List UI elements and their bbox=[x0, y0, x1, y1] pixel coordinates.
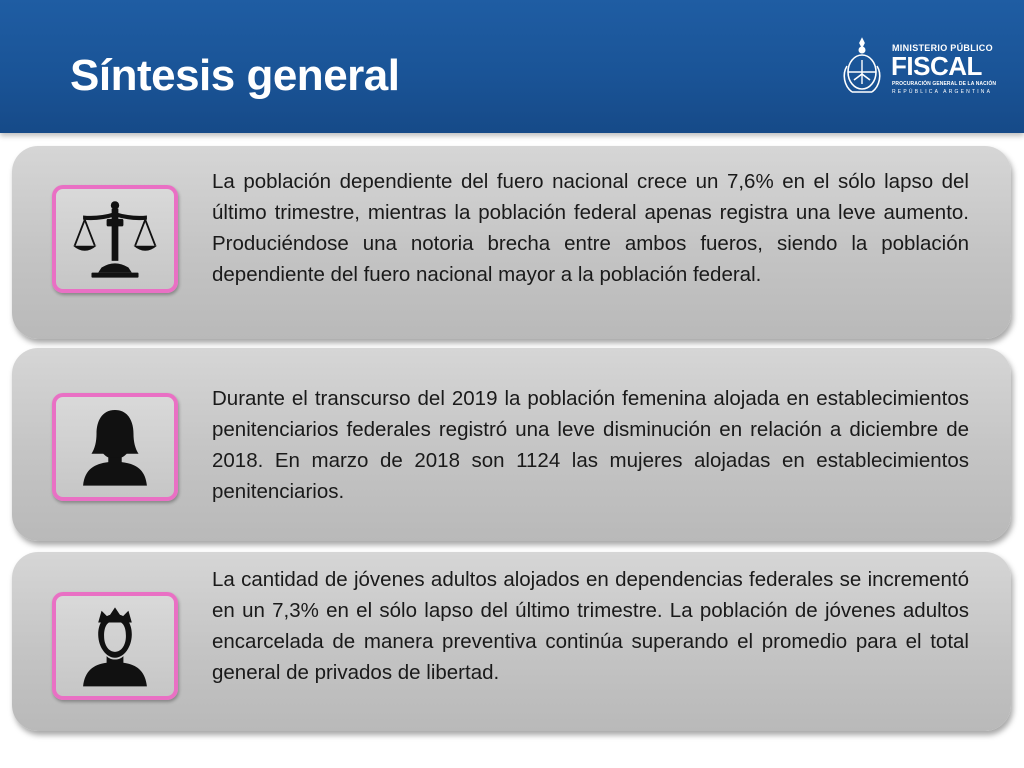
card-text-jovenes: La cantidad de jóvenes adultos alojados … bbox=[212, 568, 969, 684]
card-text-fuero: La población dependiente del fuero nacio… bbox=[212, 170, 969, 286]
logo-line-procuracion: PROCURACIÓN GENERAL DE LA NACIÓN bbox=[892, 81, 997, 87]
scales-of-justice-icon bbox=[73, 201, 157, 278]
icon-frame bbox=[52, 185, 178, 293]
argentina-coat-of-arms-icon bbox=[843, 37, 881, 93]
summary-card-jovenes: La cantidad de jóvenes adultos alojados … bbox=[12, 552, 1011, 731]
summary-card-fuero: La población dependiente del fuero nacio… bbox=[12, 146, 1011, 339]
young-man-silhouette-icon bbox=[83, 607, 147, 687]
page-title: Síntesis general bbox=[70, 51, 400, 100]
header-bar: Síntesis general MINISTERIO PÚBLICO FISC… bbox=[0, 0, 1024, 133]
card-text-mujeres: Durante el transcurso del 2019 la poblac… bbox=[212, 387, 969, 503]
logo-line-fiscal: FISCAL bbox=[891, 51, 982, 81]
woman-silhouette-icon bbox=[83, 410, 147, 486]
ministerio-publico-fiscal-logo: MINISTERIO PÚBLICO FISCAL PROCURACIÓN GE… bbox=[840, 36, 1010, 98]
summary-card-mujeres: Durante el transcurso del 2019 la poblac… bbox=[12, 348, 1011, 541]
logo-line-republica: REPÚBLICA ARGENTINA bbox=[892, 89, 993, 95]
logo-line-ministerio: MINISTERIO PÚBLICO bbox=[892, 43, 993, 53]
icon-frame bbox=[52, 393, 178, 501]
icon-frame bbox=[52, 592, 178, 700]
